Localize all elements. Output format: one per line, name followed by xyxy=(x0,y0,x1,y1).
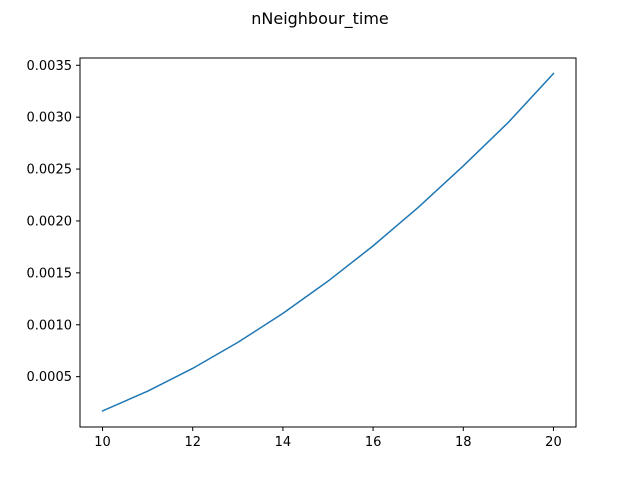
x-tick-label: 14 xyxy=(275,435,292,450)
series-layer xyxy=(101,72,555,412)
y-tick-label: 0.0015 xyxy=(27,266,73,281)
y-tick-label: 0.0020 xyxy=(27,214,73,229)
chart-title: nNeighbour_time xyxy=(251,9,389,29)
plot-area xyxy=(79,57,577,428)
y-tick-label: 0.0010 xyxy=(27,318,73,333)
plot-frame xyxy=(79,57,577,428)
series-line xyxy=(101,72,555,412)
x-axis: 10 12 14 16 18 20 xyxy=(94,427,562,450)
x-tick-label: 20 xyxy=(545,435,562,450)
y-tick-label: 0.0030 xyxy=(27,111,73,126)
y-tick-label: 0.0025 xyxy=(27,163,73,178)
x-tick-label: 12 xyxy=(184,435,201,450)
x-tick-label: 10 xyxy=(94,435,111,450)
x-tick-label: 16 xyxy=(365,435,382,450)
y-tick-label: 0.0005 xyxy=(27,370,73,385)
x-tick-label: 18 xyxy=(455,435,472,450)
y-tick-label: 0.0035 xyxy=(27,59,73,74)
y-axis: 0.0005 0.0010 0.0015 0.0020 0.0025 0.0030 0.00… xyxy=(27,59,80,385)
